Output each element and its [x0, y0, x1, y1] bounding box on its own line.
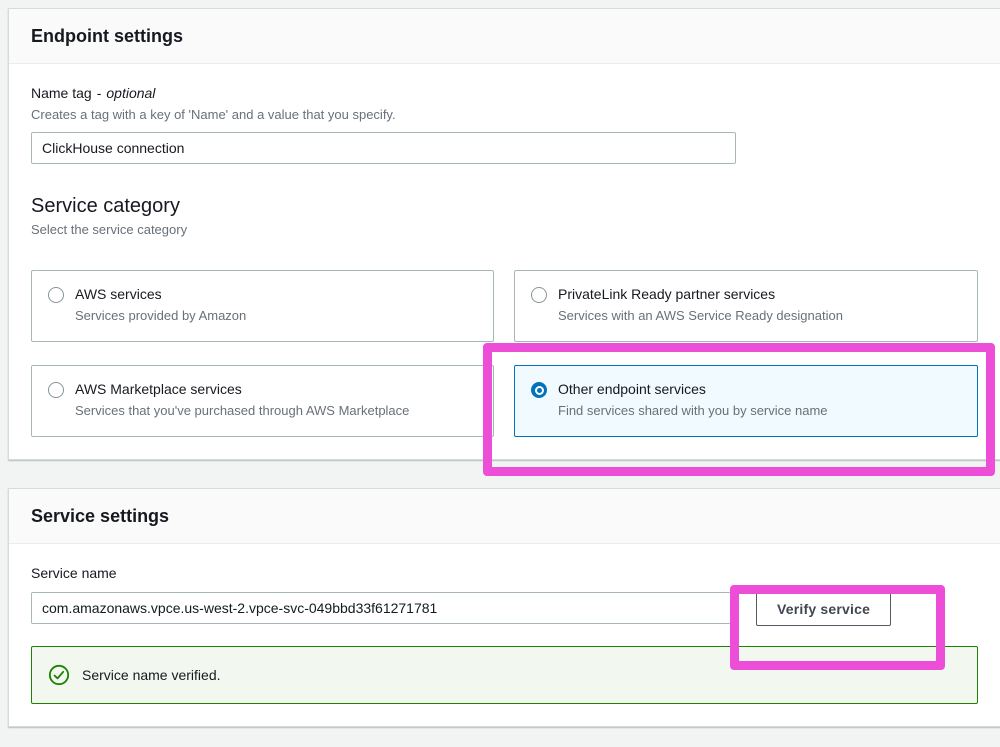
- service-category-description: Select the service category: [31, 222, 188, 237]
- endpoint-settings-title: Endpoint settings: [31, 26, 183, 46]
- name-tag-label-separator: -: [96, 85, 102, 101]
- tile-other-endpoint-services-title: Other endpoint services: [558, 381, 706, 397]
- service-verified-message: Service name verified.: [82, 667, 221, 683]
- endpoint-settings-body: Name tag - optional Creates a tag with a…: [9, 64, 1000, 459]
- name-tag-input[interactable]: [31, 132, 736, 164]
- name-tag-optional-text: optional: [106, 85, 156, 101]
- check-circle-icon: [48, 664, 70, 686]
- tile-aws-marketplace-services[interactable]: AWS Marketplace services Services that y…: [31, 365, 494, 437]
- tile-privatelink-partner-services[interactable]: PrivateLink Ready partner services Servi…: [514, 270, 978, 342]
- tile-aws-services-description: Services provided by Amazon: [75, 308, 247, 323]
- tile-other-endpoint-services-description: Find services shared with you by service…: [558, 403, 828, 418]
- endpoint-settings-card: Endpoint settings Name tag - optional Cr…: [8, 8, 1000, 460]
- service-category-tiles: AWS services Services provided by Amazon…: [31, 270, 978, 437]
- name-tag-label: Name tag - optional: [31, 84, 155, 102]
- endpoint-settings-header: Endpoint settings: [9, 9, 1000, 64]
- service-category-title: Service category: [31, 195, 180, 217]
- tile-other-endpoint-services[interactable]: Other endpoint services Find services sh…: [514, 365, 978, 437]
- service-settings-body: Service name Verify service Service name…: [9, 544, 1000, 726]
- name-tag-label-text: Name tag: [31, 85, 92, 101]
- tile-aws-services-title: AWS services: [75, 286, 162, 302]
- radio-aws-marketplace-services[interactable]: [48, 382, 64, 398]
- verify-service-button[interactable]: Verify service: [756, 592, 892, 626]
- radio-aws-services[interactable]: [48, 287, 64, 303]
- radio-other-endpoint-services[interactable]: [531, 382, 547, 398]
- service-name-row: Verify service: [31, 592, 978, 626]
- tile-privatelink-partner-services-title: PrivateLink Ready partner services: [558, 286, 776, 302]
- tile-aws-marketplace-services-title: AWS Marketplace services: [75, 381, 242, 397]
- service-verified-alert: Service name verified.: [31, 646, 978, 704]
- radio-privatelink-partner-services[interactable]: [531, 287, 547, 303]
- tile-privatelink-partner-services-description: Services with an AWS Service Ready desig…: [558, 308, 843, 323]
- service-settings-title: Service settings: [31, 506, 170, 526]
- page: Endpoint settings Name tag - optional Cr…: [0, 8, 1000, 747]
- name-tag-description: Creates a tag with a key of 'Name' and a…: [31, 107, 396, 122]
- service-settings-header: Service settings: [9, 489, 1000, 544]
- service-name-input[interactable]: [31, 592, 736, 624]
- service-name-label: Service name: [31, 565, 117, 581]
- tile-aws-services[interactable]: AWS services Services provided by Amazon: [31, 270, 494, 342]
- tile-aws-marketplace-services-description: Services that you've purchased through A…: [75, 403, 410, 418]
- service-settings-card: Service settings Service name Verify ser…: [8, 488, 1000, 727]
